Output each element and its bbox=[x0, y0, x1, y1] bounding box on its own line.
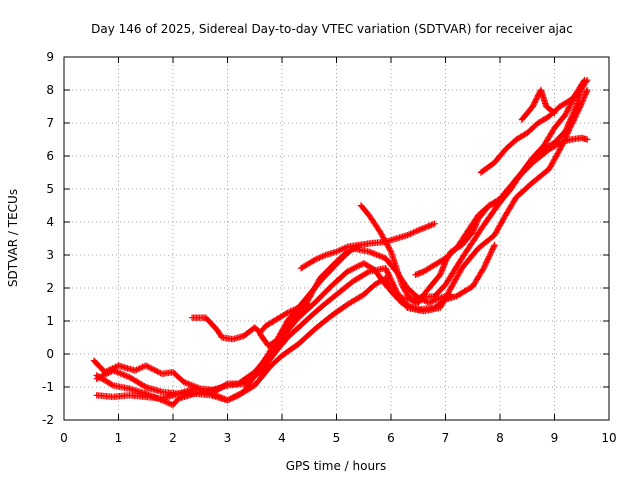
x-tick-label: 8 bbox=[496, 431, 504, 445]
series-track-3 bbox=[93, 86, 591, 409]
data-layer bbox=[90, 76, 591, 409]
x-tick-label: 7 bbox=[442, 431, 450, 445]
chart-title: Day 146 of 2025, Sidereal Day-to-day VTE… bbox=[91, 22, 573, 36]
x-tick-label: 6 bbox=[387, 431, 395, 445]
x-tick-label: 2 bbox=[169, 431, 177, 445]
y-tick-label: 9 bbox=[46, 50, 54, 64]
data-points-track-11 bbox=[518, 86, 558, 123]
y-tick-label: 4 bbox=[46, 215, 54, 229]
x-tick-label: 9 bbox=[551, 431, 559, 445]
data-points-track-3 bbox=[93, 86, 591, 409]
y-tick-label: 5 bbox=[46, 182, 54, 196]
grid-layer bbox=[64, 57, 609, 420]
data-points-track-9 bbox=[412, 76, 588, 278]
y-tick-label: 3 bbox=[46, 248, 54, 262]
y-tick-label: 8 bbox=[46, 83, 54, 97]
x-tick-label: 1 bbox=[115, 431, 123, 445]
data-points-track-7 bbox=[297, 220, 438, 272]
series-track-11 bbox=[518, 86, 558, 123]
y-tick-label: 6 bbox=[46, 149, 54, 163]
y-tick-label: 7 bbox=[46, 116, 54, 130]
y-tick-label: -2 bbox=[42, 413, 54, 427]
x-axis-label: GPS time / hours bbox=[286, 459, 387, 473]
x-tick-label: 4 bbox=[278, 431, 286, 445]
y-axis-label: SDTVAR / TECUs bbox=[6, 189, 20, 287]
x-tick-label: 5 bbox=[333, 431, 341, 445]
y-tick-label: 1 bbox=[46, 314, 54, 328]
axis-layer: 0 1 2 3 4 5 6 7 8 9 10 -2 -1 0 1 2 3 4 5 6 7 8 9 bbox=[42, 50, 617, 445]
y-tick-label: 0 bbox=[46, 347, 54, 361]
x-tick-label: 10 bbox=[601, 431, 616, 445]
series-track-7 bbox=[297, 220, 438, 272]
x-tick-label: 3 bbox=[224, 431, 232, 445]
series-track-9 bbox=[412, 76, 588, 278]
x-tick-label: 0 bbox=[60, 431, 68, 445]
y-tick-label: 2 bbox=[46, 281, 54, 295]
y-tick-label: -1 bbox=[42, 380, 54, 394]
